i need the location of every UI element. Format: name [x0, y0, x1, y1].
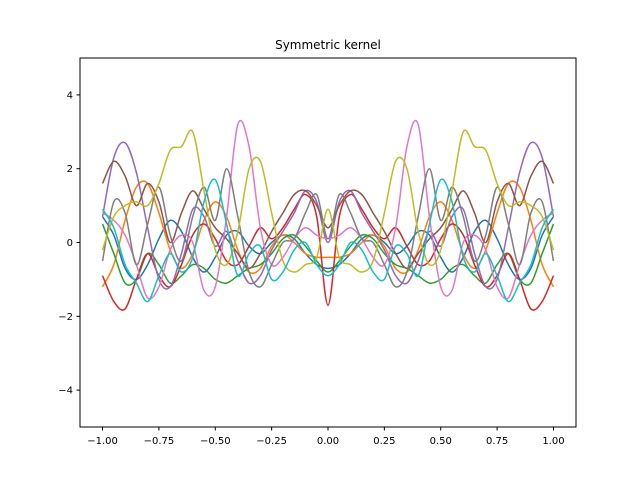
series-line-5 [101, 141, 555, 290]
x-axis: −1.00 −0.75 −0.50 −0.25 0.00 0.25 0.50 0.75 1.00 [87, 427, 565, 447]
x-tick-label: 0.00 [317, 436, 339, 447]
y-tick-label: 2 [67, 164, 73, 175]
y-tick-label: 4 [67, 90, 73, 101]
x-tick-label: −0.25 [256, 436, 287, 447]
series-line-10 [101, 178, 555, 303]
series-line-1 [101, 216, 555, 281]
y-tick-label: 0 [67, 238, 73, 249]
x-tick-label: 0.25 [373, 436, 395, 447]
x-tick-label: −0.75 [144, 436, 175, 447]
y-axis: −4 −2 0 2 4 [58, 90, 80, 397]
x-tick-label: 1.00 [542, 436, 564, 447]
series-line-4 [101, 193, 555, 311]
x-tick-label: 0.50 [430, 436, 452, 447]
x-tick-label: 0.75 [486, 436, 508, 447]
series-line-9 [101, 129, 555, 273]
x-tick-label: −1.00 [87, 436, 118, 447]
chart-title: Symmetric kernel [275, 38, 381, 52]
y-tick-label: −2 [58, 312, 73, 323]
x-tick-label: −0.50 [200, 436, 231, 447]
y-tick-label: −4 [58, 386, 73, 397]
series-line-3 [101, 223, 555, 286]
series-line-8 [101, 167, 555, 288]
series-line-6 [101, 160, 555, 270]
plot-area [101, 119, 555, 311]
